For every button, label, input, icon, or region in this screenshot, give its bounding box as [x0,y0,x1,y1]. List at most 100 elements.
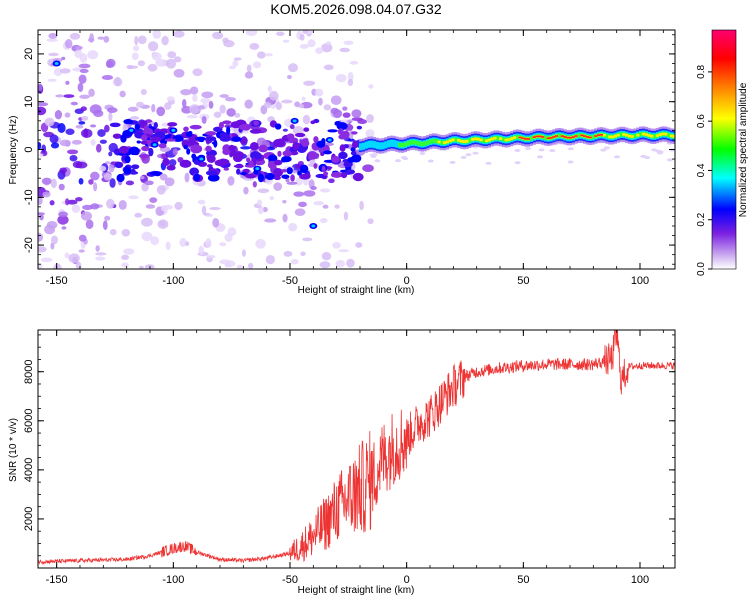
spectrogram-xtick-label: 0 [404,275,410,287]
spectrogram-ridge-cell [457,139,461,142]
spectrogram-blob [166,96,175,102]
spectrogram-blob [198,245,205,256]
spectrogram-ridge-cell [415,140,419,145]
spectrogram-blob [123,166,131,175]
spectrogram-blob [332,241,341,249]
spectrogram-blob [313,136,319,143]
spectrogram-ridge-cell [527,138,531,140]
spectrogram-blob [330,95,342,106]
spectrogram-blob [134,35,139,46]
spectrogram-blob [252,61,262,69]
spectrogram-blob [273,159,283,166]
spectrogram-ridge-cell [482,138,486,143]
spectrogram-ridge-cell [398,142,402,148]
spectrogram-blob [460,155,467,159]
spectrogram-blob [83,128,89,138]
spectrogram-blob [222,148,231,156]
spectrogram-ridge-cell [504,138,508,142]
spectrogram-ridge-cell [571,136,575,138]
spectrogram-blob [59,167,67,174]
spectrogram-blob [335,259,346,268]
spectrogram-ridge-cell [373,141,377,149]
spectrogram-blob [205,170,218,176]
spectrogram-blob [252,181,257,188]
spectrogram-ridge-cell [445,140,449,144]
spectrogram-blob [287,75,292,80]
spectrogram-blob [140,140,148,145]
spectrogram-blob [347,71,354,82]
spectrogram-blob [244,164,255,168]
spectrogram-blob [158,143,167,149]
spectrogram-blob [78,121,86,125]
colorbar-tick-label: 0.8 [696,64,707,78]
spectrogram-ridge-cell [664,132,668,136]
spectrogram-ridge-cell [524,138,528,140]
spectrogram-blob [123,248,135,255]
snr-frame [37,329,676,569]
spectrogram-x-axis: -150 -100 -50 0 50 100 [46,30,664,287]
spectrogram-ridge-cell [630,135,634,138]
spectrogram-hotspot-core [327,138,332,142]
spectrogram-blob [114,161,124,169]
spectrogram-blob [119,90,126,98]
spectrogram-ridge-cell [462,140,466,143]
spectrogram-blob [205,238,212,248]
spectrogram-ridge-cell [440,140,444,145]
spectrogram-blob [232,60,239,67]
spectrogram-blob [395,159,402,163]
spectrogram-blob [614,155,621,159]
spectrogram-ridge-cell [658,133,662,136]
spectrogram-blob [47,78,57,82]
spectrogram-blob [355,242,363,248]
spectrogram-blob [172,148,178,156]
spectrogram-blob [290,258,299,265]
spectrogram-blob [156,106,166,117]
spectrogram-ridge-cell [471,138,475,141]
spectrogram-blob [128,195,139,200]
spectrogram-ridge-cell [602,133,606,137]
spectrogram-blob [82,204,93,211]
spectrogram-blob [59,139,71,147]
spectrogram-blob [63,94,75,98]
spectrogram-blob [227,175,235,186]
spectrogram-blob [334,204,340,209]
spectrogram-blob [50,235,59,245]
spectrogram-blob [347,119,353,123]
spectrogram-blob [183,126,189,132]
spectrogram-blob [287,63,298,73]
spectrogram-ridge-cell [518,136,522,139]
spectrogram-blob [525,146,532,150]
spectrogram-blob [38,106,47,116]
spectrogram-blob [342,106,348,111]
spectrogram-blob [347,138,355,142]
spectrogram-blob [485,161,492,165]
spectrogram-blob [356,125,363,130]
spectrogram-blob [297,147,307,154]
spectrogram-blob [38,196,43,205]
spectrogram-blob [57,215,69,225]
snr-y-axis: 2000 4000 6000 8000 [23,334,675,557]
spectrogram-blob [68,253,80,264]
spectrogram-blob [332,109,343,119]
spectrogram-blob [72,161,83,169]
spectrogram-blob [347,78,354,87]
spectrogram-ridge-cell [644,133,648,136]
spectrogram-blob [70,101,78,106]
spectrogram-blob [281,169,288,173]
spectrogram-blob [80,211,93,221]
spectrogram-hotspot-core [292,119,297,123]
spectrogram-blob [159,220,166,227]
spectrogram-blob [151,52,162,61]
spectrogram-blob [58,183,65,191]
spectrogram-ridge-cell [543,135,547,140]
spectrogram-blob [71,204,81,214]
spectrogram-ridge-cell [476,137,480,141]
spectrogram-blob [206,254,216,259]
spectrogram-blob [167,122,178,127]
spectrogram-xtick-label: -100 [162,275,184,287]
spectrogram-blob [129,116,140,120]
spectrogram-blob [53,263,62,269]
spectrogram-blob [350,150,357,156]
spectrogram-blob [291,169,298,174]
chart-title: KOM5.2026.098.04.07.G32 [270,1,441,17]
